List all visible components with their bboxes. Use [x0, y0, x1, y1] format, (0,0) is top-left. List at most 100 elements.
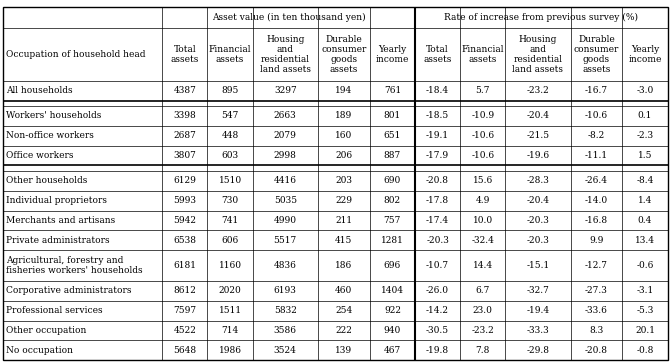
- Text: 1510: 1510: [219, 176, 242, 185]
- Text: -17.8: -17.8: [426, 196, 449, 205]
- Text: 0.1: 0.1: [638, 111, 652, 121]
- Text: 211: 211: [336, 216, 352, 225]
- Text: -20.3: -20.3: [426, 236, 449, 245]
- Text: 4416: 4416: [274, 176, 297, 185]
- Text: -19.6: -19.6: [527, 151, 550, 160]
- Text: 3524: 3524: [274, 346, 297, 355]
- Text: 448: 448: [221, 131, 239, 140]
- Text: 6181: 6181: [173, 261, 197, 270]
- Text: No occupation: No occupation: [6, 346, 73, 355]
- Text: 4522: 4522: [174, 326, 197, 335]
- Text: 5993: 5993: [173, 196, 197, 205]
- Text: 741: 741: [221, 216, 239, 225]
- Text: 229: 229: [336, 196, 352, 205]
- Text: Durable
consumer
goods
assets: Durable consumer goods assets: [321, 35, 366, 73]
- Text: 7.8: 7.8: [476, 346, 490, 355]
- Text: 690: 690: [384, 176, 401, 185]
- Text: -20.3: -20.3: [527, 216, 550, 225]
- Text: 6538: 6538: [173, 236, 197, 245]
- Text: 254: 254: [336, 306, 352, 315]
- Text: 139: 139: [336, 346, 352, 355]
- Text: 3398: 3398: [174, 111, 197, 121]
- Text: 2663: 2663: [274, 111, 297, 121]
- Text: Office workers: Office workers: [6, 151, 74, 160]
- Text: -32.7: -32.7: [527, 286, 550, 295]
- Text: -20.8: -20.8: [426, 176, 449, 185]
- Text: -16.7: -16.7: [585, 86, 608, 95]
- Text: -20.3: -20.3: [527, 236, 550, 245]
- Text: 14.4: 14.4: [472, 261, 493, 270]
- Text: 940: 940: [384, 326, 401, 335]
- Text: Corporative administrators: Corporative administrators: [6, 286, 132, 295]
- Text: 203: 203: [336, 176, 352, 185]
- Text: -29.8: -29.8: [527, 346, 550, 355]
- Text: 761: 761: [384, 86, 401, 95]
- Text: 730: 730: [221, 196, 239, 205]
- Text: -26.0: -26.0: [426, 286, 449, 295]
- Text: -10.9: -10.9: [471, 111, 495, 121]
- Text: 922: 922: [384, 306, 401, 315]
- Text: -19.1: -19.1: [426, 131, 449, 140]
- Text: -10.6: -10.6: [585, 111, 608, 121]
- Text: 13.4: 13.4: [635, 236, 655, 245]
- Text: -33.3: -33.3: [527, 326, 550, 335]
- Text: Other households: Other households: [6, 176, 87, 185]
- Text: 6129: 6129: [174, 176, 197, 185]
- Text: 1986: 1986: [219, 346, 242, 355]
- Text: 895: 895: [221, 86, 239, 95]
- Text: 9.9: 9.9: [589, 236, 604, 245]
- Text: -23.2: -23.2: [527, 86, 550, 95]
- Text: 4387: 4387: [174, 86, 197, 95]
- Text: 547: 547: [221, 111, 239, 121]
- Text: -5.3: -5.3: [636, 306, 654, 315]
- Text: 206: 206: [336, 151, 352, 160]
- Text: All households: All households: [6, 86, 72, 95]
- Text: Occupation of household head: Occupation of household head: [6, 50, 146, 59]
- Text: 4836: 4836: [274, 261, 297, 270]
- Text: -12.7: -12.7: [585, 261, 608, 270]
- Text: -23.2: -23.2: [471, 326, 494, 335]
- Text: 4990: 4990: [274, 216, 297, 225]
- Text: 757: 757: [384, 216, 401, 225]
- Text: 3807: 3807: [174, 151, 197, 160]
- Text: 801: 801: [384, 111, 401, 121]
- Text: -3.0: -3.0: [636, 86, 654, 95]
- Text: -27.3: -27.3: [585, 286, 608, 295]
- Text: Asset value (in ten thousand yen): Asset value (in ten thousand yen): [212, 13, 366, 22]
- Text: 3586: 3586: [274, 326, 297, 335]
- Text: 460: 460: [336, 286, 352, 295]
- Text: 4.9: 4.9: [476, 196, 490, 205]
- Text: -15.1: -15.1: [526, 261, 550, 270]
- Text: 2687: 2687: [174, 131, 197, 140]
- Text: 5648: 5648: [173, 346, 197, 355]
- Text: -10.7: -10.7: [426, 261, 449, 270]
- Text: Non-office workers: Non-office workers: [6, 131, 94, 140]
- Text: 1160: 1160: [219, 261, 242, 270]
- Text: 1404: 1404: [381, 286, 404, 295]
- Text: 8612: 8612: [174, 286, 197, 295]
- Text: -21.5: -21.5: [527, 131, 550, 140]
- Text: -14.2: -14.2: [426, 306, 449, 315]
- Text: Professional services: Professional services: [6, 306, 103, 315]
- Text: -10.6: -10.6: [471, 131, 495, 140]
- Text: 467: 467: [384, 346, 401, 355]
- Text: -11.1: -11.1: [585, 151, 608, 160]
- Text: -26.4: -26.4: [585, 176, 608, 185]
- Text: Financial
assets: Financial assets: [462, 45, 504, 64]
- Text: 160: 160: [336, 131, 352, 140]
- Text: Individual proprietors: Individual proprietors: [6, 196, 107, 205]
- Text: 5942: 5942: [173, 216, 197, 225]
- Text: -33.6: -33.6: [585, 306, 608, 315]
- Text: Yearly
income: Yearly income: [376, 45, 409, 64]
- Text: 1.4: 1.4: [638, 196, 652, 205]
- Text: Other occupation: Other occupation: [6, 326, 87, 335]
- Text: 2020: 2020: [219, 286, 242, 295]
- Text: 20.1: 20.1: [635, 326, 655, 335]
- Text: 7597: 7597: [173, 306, 197, 315]
- Text: 5035: 5035: [274, 196, 297, 205]
- Text: -0.8: -0.8: [636, 346, 654, 355]
- Text: -19.4: -19.4: [527, 306, 550, 315]
- Text: -20.4: -20.4: [527, 111, 550, 121]
- Text: 6.7: 6.7: [476, 286, 490, 295]
- Text: -28.3: -28.3: [527, 176, 550, 185]
